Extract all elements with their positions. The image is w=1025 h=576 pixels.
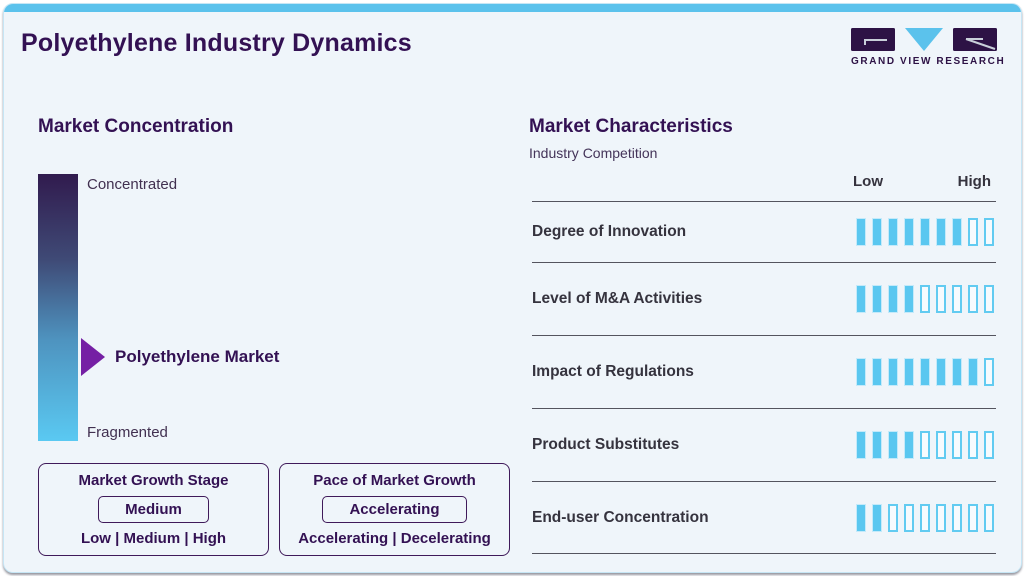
pace-selected-value: Accelerating (322, 496, 467, 523)
rating-segment-filled (904, 358, 914, 386)
rating-segment-filled (920, 218, 930, 246)
rating-segment-empty (936, 503, 946, 532)
rating-bar-group (856, 503, 994, 532)
rating-segment-filled (872, 503, 882, 532)
page-title: Polyethylene Industry Dynamics (21, 29, 412, 57)
growth-stage-options: Low | Medium | High (80, 530, 227, 547)
characteristics-list: Degree of Innovation Level of M&A Activi… (532, 201, 996, 554)
fragmented-label: Fragmented (87, 424, 168, 441)
growth-stage-selected-value: Medium (98, 496, 209, 523)
rating-segment-empty (888, 503, 898, 532)
rating-segment-empty (936, 285, 946, 313)
market-growth-stage-box: Market Growth Stage Medium Low | Medium … (38, 463, 269, 556)
rating-segment-empty (904, 503, 914, 532)
rating-segment-empty (952, 431, 962, 459)
rating-segment-filled (888, 218, 898, 246)
rating-segment-filled (952, 358, 962, 386)
rating-segment-filled (904, 218, 914, 246)
rating-segment-filled (904, 285, 914, 313)
rating-segment-empty (984, 285, 994, 313)
top-accent-bar (4, 4, 1021, 12)
right-arrow-icon (81, 337, 105, 376)
concentration-gradient-bar (38, 174, 78, 441)
industry-competition-subtitle: Industry Competition (529, 145, 658, 161)
rating-segment-filled (856, 218, 866, 246)
rating-segment-empty (984, 431, 994, 459)
market-position-marker: Polyethylene Market (81, 337, 280, 376)
characteristic-row: End-user Concentration (532, 481, 996, 554)
market-concentration-title: Market Concentration (38, 116, 234, 137)
infographic-card: Polyethylene Industry Dynamics GRAND VIE… (3, 3, 1022, 573)
rating-bar-group (856, 285, 994, 313)
rating-segment-empty (920, 503, 930, 532)
rating-bar-group (856, 358, 994, 386)
characteristic-label: Level of M&A Activities (532, 290, 703, 307)
characteristic-row: Level of M&A Activities (532, 262, 996, 335)
rating-segment-filled (872, 431, 882, 459)
rating-segment-filled (872, 285, 882, 313)
rating-bar-group (856, 218, 994, 246)
rating-segment-empty (952, 503, 962, 532)
rating-segment-empty (920, 431, 930, 459)
rating-segment-filled (952, 218, 962, 246)
characteristic-label: Product Substitutes (532, 436, 680, 453)
rating-segment-filled (856, 358, 866, 386)
rating-segment-empty (968, 503, 978, 532)
logo-triangle-icon (905, 28, 943, 51)
logo-r-block-icon (953, 28, 997, 51)
marker-label: Polyethylene Market (115, 346, 280, 366)
characteristic-row: Product Substitutes (532, 408, 996, 481)
pace-title: Pace of Market Growth (313, 472, 476, 489)
low-high-scale-header: Low High (853, 173, 991, 190)
rating-segment-filled (856, 503, 866, 532)
characteristic-label: End-user Concentration (532, 508, 709, 526)
rating-segment-filled (920, 358, 930, 386)
rating-segment-empty (952, 285, 962, 313)
characteristic-label: Impact of Regulations (532, 363, 694, 380)
rating-segment-filled (888, 285, 898, 313)
rating-segment-filled (936, 358, 946, 386)
rating-segment-filled (936, 218, 946, 246)
rating-segment-empty (920, 285, 930, 313)
rating-segment-filled (888, 358, 898, 386)
rating-segment-filled (856, 285, 866, 313)
rating-segment-empty (984, 503, 994, 532)
rating-segment-empty (936, 431, 946, 459)
rating-segment-filled (904, 431, 914, 459)
rating-segment-filled (888, 431, 898, 459)
concentrated-label: Concentrated (87, 176, 178, 193)
rating-segment-filled (856, 431, 866, 459)
rating-segment-filled (968, 358, 978, 386)
characteristic-row: Impact of Regulations (532, 335, 996, 408)
low-label: Low (853, 173, 883, 190)
rating-bar-group (856, 431, 994, 459)
logo-g-block-icon (851, 28, 895, 51)
rating-segment-empty (968, 431, 978, 459)
pace-of-growth-box: Pace of Market Growth Accelerating Accel… (279, 463, 510, 556)
gvr-logo-mark (851, 28, 997, 51)
rating-segment-filled (872, 218, 882, 246)
grand-view-research-logo: GRAND VIEW RESEARCH (851, 28, 1006, 67)
pace-options: Accelerating | Decelerating (298, 530, 491, 547)
rating-segment-empty (968, 285, 978, 313)
growth-stage-title: Market Growth Stage (78, 472, 229, 489)
rating-segment-empty (984, 218, 994, 246)
characteristic-label: Degree of Innovation (532, 223, 687, 240)
characteristic-row: Degree of Innovation (532, 201, 996, 262)
rating-segment-filled (872, 358, 882, 386)
rating-segment-empty (968, 218, 978, 246)
logo-wordmark: GRAND VIEW RESEARCH (851, 56, 1006, 67)
high-label: High (957, 173, 991, 190)
market-characteristics-title: Market Characteristics (529, 116, 733, 137)
rating-segment-empty (984, 358, 994, 386)
